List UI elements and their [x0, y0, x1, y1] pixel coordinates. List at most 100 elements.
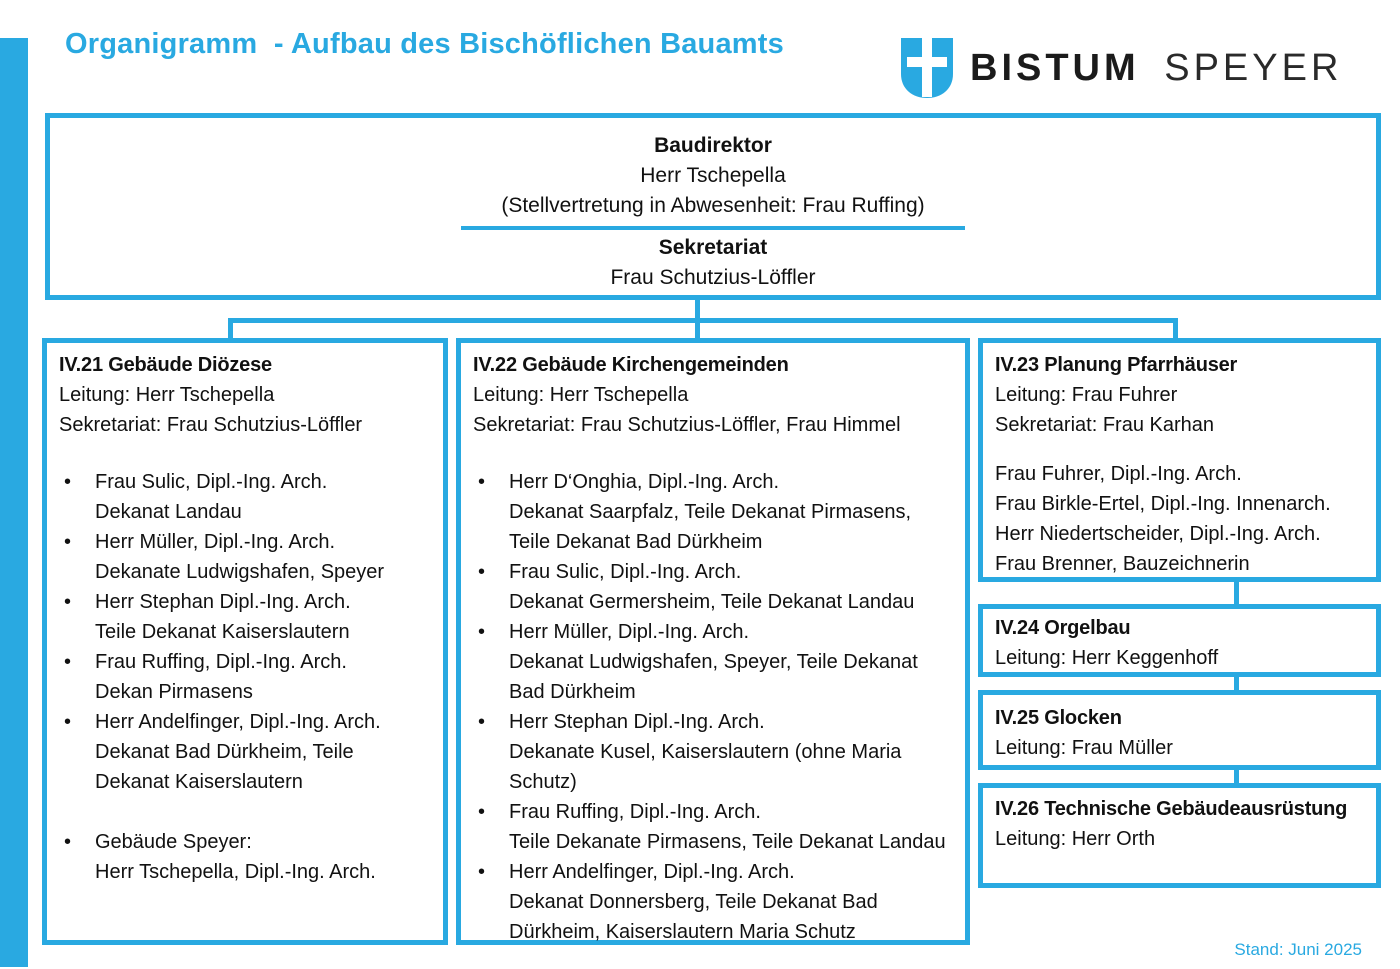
member-area: Dekanate Kusel, Kaiserslautern (ohne Mar…	[509, 741, 902, 793]
dept-iv23-staff: Frau Fuhrer, Dipl.-Ing. Arch. Frau Birkl…	[995, 459, 1364, 579]
dept-box-iv26: IV.26 Technische Gebäudeausrüstung Leitu…	[978, 783, 1381, 888]
member-name: Herr Müller, Dipl.-Ing. Arch.	[95, 531, 336, 553]
director-title: Baudirektor	[654, 134, 772, 157]
director-deputy-note: (Stellvertretung in Abwesenheit: Frau Ru…	[501, 194, 925, 217]
connector-drop-middle	[695, 320, 700, 340]
member-name: Herr Andelfinger, Dipl.-Ing. Arch.	[509, 861, 795, 883]
director-divider	[461, 226, 965, 230]
bullet-icon	[473, 797, 509, 857]
connector-drop-right	[1173, 320, 1178, 340]
page-title: Organigramm - Aufbau des Bischöflichen B…	[65, 28, 784, 60]
member-area: Teile Dekanate Pirmasens, Teile Dekanat …	[509, 831, 946, 853]
director-name: Herr Tschepella	[640, 164, 786, 187]
dept-iv24-leitung: Leitung: Herr Keggenhoff	[995, 647, 1219, 669]
member-area: Dekanat Saarpfalz, Teile Dekanat Pirmase…	[509, 501, 912, 553]
dept-iv26-leitung: Leitung: Herr Orth	[995, 828, 1156, 850]
member-item: Herr Stephan Dipl.-Ing. Arch. Teile Dekan…	[59, 587, 431, 647]
connector-horizontal	[228, 318, 1178, 323]
connector-drop-left	[228, 320, 233, 340]
member-item: Herr Andelfinger, Dipl.-Ing. Arch. Dekana…	[473, 857, 953, 947]
shield-cross-icon	[901, 38, 953, 98]
secretariat-name: Frau Schutzius-Löffler	[610, 266, 816, 289]
dept-box-iv25: IV.25 Glocken Leitung: Frau Müller	[978, 690, 1381, 770]
connector-top-stub	[695, 298, 700, 322]
dept-iv24-title: IV.24 Orgelbau	[995, 617, 1131, 639]
logo-word-bistum: BISTUM	[970, 46, 1140, 89]
member-item: Frau Ruffing, Dipl.-Ing. Arch. Dekan Pirm…	[59, 647, 431, 707]
member-area: Teile Dekanat Kaiserslautern	[95, 621, 350, 643]
dept-iv22-leitung: Leitung: Herr Tschepella	[473, 384, 689, 406]
member-area: Dekan Pirmasens	[95, 681, 253, 703]
member-item: Gebäude Speyer: Herr Tschepella, Dipl.-In…	[59, 827, 431, 887]
bullet-icon	[59, 827, 95, 887]
member-area: Dekanat Germersheim, Teile Dekanat Landa…	[509, 591, 915, 613]
stand-date: Stand: Juni 2025	[1234, 940, 1362, 959]
bullet-icon	[473, 557, 509, 617]
connector-iv25-iv26	[1234, 768, 1239, 785]
member-item: Frau Sulic, Dipl.-Ing. Arch. Dekanat Land…	[59, 467, 431, 527]
staff-member: Herr Niedertscheider, Dipl.-Ing. Arch.	[995, 523, 1321, 545]
member-area: Herr Tschepella, Dipl.-Ing. Arch.	[95, 861, 376, 883]
connector-iv23-iv24	[1234, 580, 1239, 606]
member-name: Herr Stephan Dipl.-Ing. Arch.	[95, 591, 351, 613]
staff-member: Frau Birkle-Ertel, Dipl.-Ing. Innenarch.	[995, 493, 1331, 515]
member-item: Herr Müller, Dipl.-Ing. Arch. Dekanate Lu…	[59, 527, 431, 587]
dept-box-iv24: IV.24 Orgelbau Leitung: Herr Keggenhoff	[978, 604, 1381, 677]
dept-box-iv23: IV.23 Planung Pfarrhäuser Leitung: Frau …	[978, 338, 1381, 582]
bullet-icon	[59, 527, 95, 587]
dept-iv21-leitung: Leitung: Herr Tschepella	[59, 384, 275, 406]
member-item: Herr Stephan Dipl.-Ing. Arch. Dekanate Ku…	[473, 707, 953, 797]
bullet-icon	[59, 587, 95, 647]
logo-word-speyer: SPEYER	[1164, 46, 1343, 89]
member-name: Gebäude Speyer:	[95, 831, 252, 853]
dept-box-iv21: IV.21 Gebäude Diözese Leitung: Herr Tsch…	[42, 338, 448, 945]
logo-wordmark: BISTUM SPEYER	[970, 47, 1342, 90]
member-area: Dekanate Ludwigshafen, Speyer	[95, 561, 385, 583]
dept-iv21-sekretariat: Sekretariat: Frau Schutzius-Löffler	[59, 414, 363, 436]
member-item: Herr D‘Onghia, Dipl.-Ing. Arch. Dekanat S…	[473, 467, 953, 557]
member-name: Herr Müller, Dipl.-Ing. Arch.	[509, 621, 750, 643]
dept-iv23-leitung: Leitung: Frau Fuhrer	[995, 384, 1178, 406]
bistum-speyer-logo: BISTUM SPEYER	[900, 36, 1342, 100]
dept-iv23-sekretariat: Sekretariat: Frau Karhan	[995, 414, 1214, 436]
member-item: Herr Müller, Dipl.-Ing. Arch. Dekanat Lud…	[473, 617, 953, 707]
bullet-icon	[59, 467, 95, 527]
bullet-icon	[473, 707, 509, 797]
member-name: Herr Andelfinger, Dipl.-Ing. Arch.	[95, 711, 381, 733]
member-name: Frau Ruffing, Dipl.-Ing. Arch.	[95, 651, 347, 673]
staff-member: Frau Fuhrer, Dipl.-Ing. Arch.	[995, 463, 1242, 485]
member-area: Dekanat Bad Dürkheim, Teile Dekanat Kais…	[95, 741, 354, 793]
connector-iv24-iv25	[1234, 675, 1239, 692]
dept-iv22-sekretariat: Sekretariat: Frau Schutzius-Löffler, Fra…	[473, 414, 901, 436]
director-box: Baudirektor Herr Tschepella (Stellvertre…	[45, 113, 1381, 300]
bullet-icon	[473, 857, 509, 947]
dept-iv21-members: Frau Sulic, Dipl.-Ing. Arch. Dekanat Land…	[59, 467, 431, 887]
dept-iv25-leitung: Leitung: Frau Müller	[995, 737, 1173, 759]
dept-iv22-title: IV.22 Gebäude Kirchengemeinden	[473, 354, 789, 376]
member-area: Dekanat Ludwigshafen, Speyer, Teile Deka…	[509, 651, 918, 703]
bullet-icon	[59, 647, 95, 707]
member-name: Frau Ruffing, Dipl.-Ing. Arch.	[509, 801, 761, 823]
dept-iv26-title: IV.26 Technische Gebäudeausrüstung	[995, 798, 1348, 820]
bullet-icon	[59, 707, 95, 797]
secretariat-title: Sekretariat	[658, 236, 768, 259]
staff-member: Frau Brenner, Bauzeichnerin	[995, 553, 1250, 575]
dept-iv21-title: IV.21 Gebäude Diözese	[59, 354, 272, 376]
dept-box-iv22: IV.22 Gebäude Kirchengemeinden Leitung: …	[456, 338, 970, 945]
dept-iv25-title: IV.25 Glocken	[995, 707, 1122, 729]
dept-iv23-title: IV.23 Planung Pfarrhäuser	[995, 354, 1238, 376]
accent-bar	[0, 38, 28, 967]
dept-iv22-members: Herr D‘Onghia, Dipl.-Ing. Arch. Dekanat S…	[473, 467, 953, 947]
member-area: Dekanat Donnersberg, Teile Dekanat Bad D…	[509, 891, 878, 943]
member-item: Frau Ruffing, Dipl.-Ing. Arch. Teile Deka…	[473, 797, 953, 857]
member-name: Frau Sulic, Dipl.-Ing. Arch.	[95, 471, 328, 493]
bullet-icon	[473, 467, 509, 557]
member-name: Herr D‘Onghia, Dipl.-Ing. Arch.	[509, 471, 780, 493]
bullet-icon	[473, 617, 509, 707]
member-item: Frau Sulic, Dipl.-Ing. Arch. Dekanat Germ…	[473, 557, 953, 617]
member-name: Herr Stephan Dipl.-Ing. Arch.	[509, 711, 765, 733]
member-name: Frau Sulic, Dipl.-Ing. Arch.	[509, 561, 742, 583]
member-item: Herr Andelfinger, Dipl.-Ing. Arch. Dekana…	[59, 707, 431, 797]
member-area: Dekanat Landau	[95, 501, 242, 523]
